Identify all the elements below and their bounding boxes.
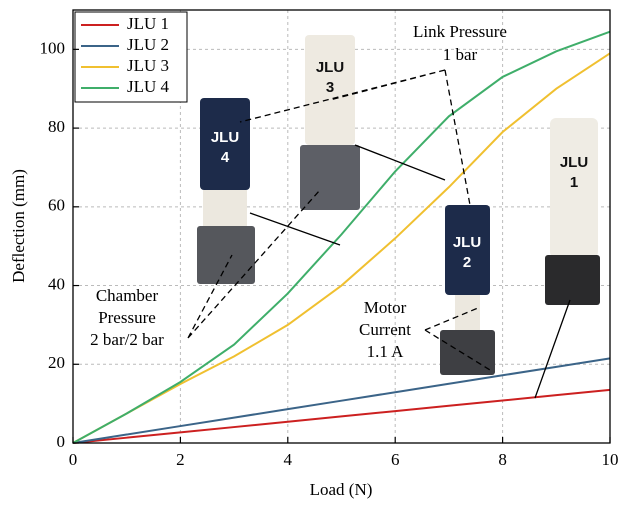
photo-jlu4 bbox=[197, 98, 255, 284]
photo-label: JLU bbox=[560, 154, 588, 171]
y-axis-title: Deflection (mm) bbox=[9, 169, 28, 283]
y-tick-label: 60 bbox=[48, 196, 65, 215]
series-line bbox=[72, 357, 611, 444]
legend-label: JLU 3 bbox=[127, 56, 169, 75]
annotation: Chamber bbox=[96, 286, 159, 305]
x-tick-label: 6 bbox=[391, 450, 400, 469]
x-tick-label: 0 bbox=[69, 450, 78, 469]
legend-label: JLU 2 bbox=[127, 35, 169, 54]
annotations: Link Pressure 1 bar Chamber Pressure 2 b… bbox=[90, 22, 507, 361]
photo-label: 1 bbox=[570, 174, 578, 191]
photo-label: JLU bbox=[453, 234, 481, 251]
y-tick-label: 100 bbox=[40, 38, 66, 57]
annotation: 1 bar bbox=[443, 45, 478, 64]
series-line bbox=[72, 30, 611, 444]
series-line bbox=[72, 52, 611, 444]
y-tick-label: 0 bbox=[57, 432, 66, 451]
annotation: Motor bbox=[364, 298, 407, 317]
x-tick-label: 10 bbox=[602, 450, 619, 469]
photo-label: JLU bbox=[211, 129, 239, 146]
y-tick-label: 80 bbox=[48, 117, 65, 136]
x-tick-label: 2 bbox=[176, 450, 185, 469]
annotation: Current bbox=[359, 320, 411, 339]
legend-label: JLU 1 bbox=[127, 14, 169, 33]
photo-jlu1 bbox=[545, 118, 600, 305]
annotation: 2 bar/2 bar bbox=[90, 330, 164, 349]
x-tick-label: 4 bbox=[284, 450, 293, 469]
plot-frame bbox=[72, 9, 611, 444]
pointers bbox=[187, 69, 571, 399]
photo-jlu3 bbox=[300, 35, 360, 210]
y-tick-label: 40 bbox=[48, 274, 65, 293]
photo-label: 4 bbox=[221, 149, 230, 166]
annotation: Link Pressure bbox=[413, 22, 507, 41]
legend: JLU 1 JLU 2 JLU 3 JLU 4 bbox=[74, 11, 188, 103]
x-tick-label: 8 bbox=[498, 450, 507, 469]
lines bbox=[72, 30, 611, 444]
photos: JLU 4 JLU 3 JLU 2 JLU 1 bbox=[197, 35, 600, 375]
photo-jlu2 bbox=[440, 205, 495, 375]
photo-label: 2 bbox=[463, 254, 471, 271]
annotation: 1.1 A bbox=[367, 342, 405, 361]
legend-label: JLU 4 bbox=[127, 77, 170, 96]
photo-label: JLU bbox=[316, 59, 344, 76]
series-line bbox=[72, 388, 611, 444]
photo-label: 3 bbox=[326, 79, 334, 96]
x-axis-title: Load (N) bbox=[310, 480, 373, 499]
annotation: Pressure bbox=[98, 308, 156, 327]
y-tick-label: 20 bbox=[48, 353, 65, 372]
